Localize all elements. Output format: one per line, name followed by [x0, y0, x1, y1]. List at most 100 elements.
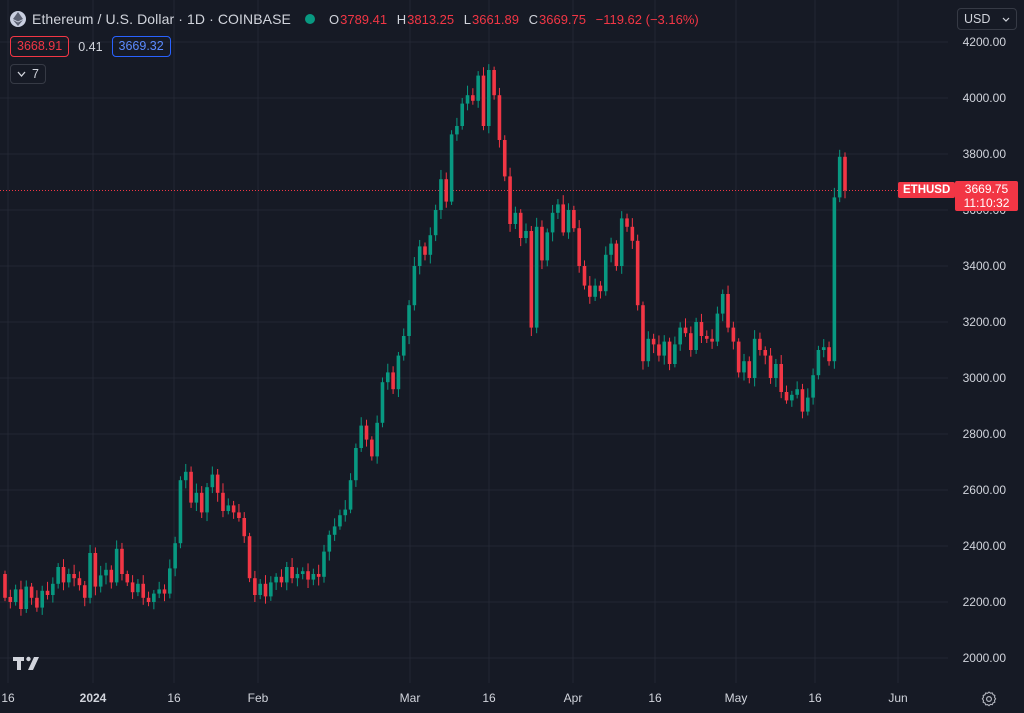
candle: [694, 317, 698, 354]
candle-body: [215, 474, 220, 493]
candle: [295, 567, 300, 587]
candle-body: [683, 327, 688, 334]
candle-body: [237, 512, 241, 518]
candle: [816, 345, 821, 380]
candle: [125, 570, 130, 587]
currency-label: USD: [964, 12, 991, 26]
candle-body: [343, 509, 348, 516]
time-tick-label: Feb: [248, 691, 269, 705]
settings-gear-icon[interactable]: [981, 691, 997, 712]
candle: [460, 98, 465, 130]
candle-body: [417, 246, 422, 266]
candle-body: [598, 285, 603, 292]
candle-body: [130, 582, 135, 593]
candle-body: [455, 126, 459, 135]
candle: [540, 220, 544, 270]
candle: [205, 483, 209, 522]
candle: [226, 498, 231, 515]
candle: [641, 301, 645, 370]
candle: [380, 377, 385, 428]
candle: [396, 351, 401, 398]
candle: [401, 328, 406, 361]
candle: [93, 547, 98, 596]
candle: [375, 415, 379, 464]
candle: [332, 518, 337, 541]
indicators-toggle-button[interactable]: 7: [10, 64, 46, 84]
time-tick-label: Jun: [888, 691, 907, 705]
sell-price-button[interactable]: 3668.91: [10, 36, 70, 57]
candle-body: [88, 553, 92, 598]
candle-body: [120, 548, 124, 574]
candle: [253, 570, 257, 602]
candle: [247, 532, 252, 583]
candle-body: [486, 70, 491, 126]
candle: [109, 565, 114, 589]
candle-body: [141, 583, 146, 598]
candle-body: [61, 567, 66, 583]
candle: [263, 575, 268, 604]
candle: [667, 337, 672, 371]
buy-price-button[interactable]: 3669.32: [111, 36, 171, 57]
candle: [3, 570, 7, 602]
candle: [72, 564, 76, 587]
candle-body: [40, 590, 45, 608]
chevron-down-icon: [1002, 17, 1010, 22]
candle-body: [460, 103, 465, 126]
candle: [322, 544, 326, 583]
candle: [199, 486, 204, 518]
candle: [577, 220, 581, 273]
low-key: L: [463, 11, 471, 27]
tradingview-logo-icon[interactable]: [13, 655, 43, 676]
candle-body: [109, 569, 114, 583]
candle-body: [3, 574, 7, 598]
candle: [630, 218, 635, 249]
candle: [673, 336, 677, 368]
candle-body: [359, 425, 364, 448]
candle: [821, 339, 826, 358]
candle-body: [726, 294, 730, 328]
candle: [311, 568, 316, 586]
currency-select[interactable]: USD: [957, 8, 1017, 30]
candle: [763, 346, 768, 365]
candle-body: [168, 568, 172, 594]
price-axis[interactable]: 4200.004000.003800.003600.003400.003200.…: [963, 35, 1007, 665]
candle: [683, 318, 688, 337]
candle: [444, 172, 449, 208]
candle: [56, 563, 60, 589]
candle-body: [720, 294, 725, 314]
candle-body: [699, 322, 704, 336]
quote-row: 3668.91 0.41 3669.32: [10, 36, 171, 57]
candle-body: [136, 583, 140, 593]
candle: [231, 500, 236, 519]
candle: [635, 234, 640, 311]
candle-body: [518, 212, 523, 238]
candle: [338, 509, 342, 530]
candle: [221, 483, 225, 518]
time-axis[interactable]: 16 2024 16 Feb Mar 16 Apr 16 May 16 Jun: [1, 691, 907, 705]
candle: [279, 569, 284, 588]
candle: [306, 563, 310, 588]
candle-body: [231, 505, 236, 513]
ticker-label: ETHUSD: [898, 182, 956, 198]
ethereum-icon: [10, 11, 26, 27]
candle: [518, 209, 523, 247]
price-tick-label: 2200.00: [963, 595, 1007, 609]
candle: [290, 558, 294, 584]
candle-body: [338, 515, 342, 527]
candle-body: [715, 313, 720, 342]
candle-body: [391, 372, 395, 390]
candle-body: [524, 231, 528, 238]
symbol-title[interactable]: Ethereum / U.S. Dollar · 1D · COINBASE: [32, 11, 291, 27]
candle-body: [805, 397, 810, 412]
candle: [385, 363, 390, 390]
candle: [364, 419, 369, 447]
time-tick-label: Mar: [400, 691, 421, 705]
candle: [29, 582, 34, 605]
candle-body: [561, 204, 566, 233]
candle: [715, 306, 720, 347]
candle-body: [56, 567, 60, 584]
candle-body: [471, 95, 475, 101]
candle-body: [508, 176, 512, 224]
candle: [242, 512, 247, 543]
